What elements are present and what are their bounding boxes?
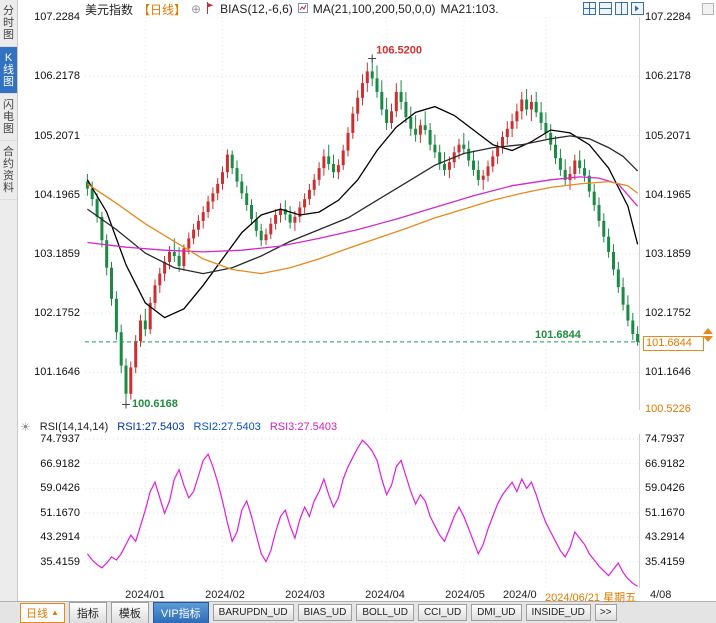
main-candlestick-chart[interactable]: 106.5200 100.6168 101.6844 xyxy=(85,17,640,410)
tab-BIAS_UD[interactable]: BIAS_UD xyxy=(297,604,353,621)
rsi-yaxis-label-right: 59.0426 xyxy=(645,482,685,495)
xaxis-label: 2024/03 xyxy=(285,589,325,601)
ma21-value-label: MA21:103. xyxy=(440,2,499,16)
main-yaxis-label-right: 103.1859 xyxy=(645,247,691,260)
tab-模板[interactable]: 模板 xyxy=(110,601,149,623)
chevron-up-icon: ▲ xyxy=(51,608,59,617)
main-yaxis-label-left: 105.2071 xyxy=(34,129,80,142)
main-yaxis-label-left: 107.2284 xyxy=(34,11,80,23)
rsi-title: RSI(14,14,14) xyxy=(39,420,109,433)
main-yaxis-label-right: 105.2071 xyxy=(645,129,691,142)
layout-columns-icon[interactable] xyxy=(615,2,628,15)
price-scale-handle[interactable] xyxy=(703,328,713,342)
chart-toolbar: 美元指数 【日线】 ⊕ BIAS(12,-6,6) MA(21,100,200,50… xyxy=(85,1,499,17)
sidebar-item-合约资料[interactable]: 合约资料 xyxy=(0,141,17,200)
tab-BOLL_UD[interactable]: BOLL_UD xyxy=(356,604,414,621)
xaxis-label: 2024/02 xyxy=(205,589,245,601)
layout-rows-icon[interactable] xyxy=(599,2,612,15)
current-price-badge: 101.6844 xyxy=(643,336,704,351)
main-yaxis-label-right: 104.1965 xyxy=(645,188,691,201)
tab-DMI_UD[interactable]: DMI_UD xyxy=(471,604,522,621)
main-yaxis-label-right: 101.1646 xyxy=(645,366,691,379)
main-yaxis-label-left: 104.1965 xyxy=(34,188,80,201)
tab-CCI_UD[interactable]: CCI_UD xyxy=(417,604,468,621)
svg-text:100.6168: 100.6168 xyxy=(132,398,178,410)
rsi-yaxis-label-right: 66.9182 xyxy=(645,457,685,470)
rsi3-readout: RSI3:27.5403 xyxy=(269,420,338,433)
add-indicator-icon[interactable]: ⊕ xyxy=(191,2,202,16)
rsi-yaxis-label-left: 66.9182 xyxy=(40,457,80,470)
flag-icon xyxy=(206,1,215,17)
corner-settings-icon[interactable] xyxy=(702,3,714,15)
rsi-yaxis-label-left: 74.7937 xyxy=(40,433,80,446)
layout-grid-icon[interactable] xyxy=(583,2,596,15)
rsi-yaxis-label-left: 59.0426 xyxy=(40,482,80,495)
sidebar-item-分时图[interactable]: 分时图 xyxy=(0,0,17,47)
rsi-yaxis-label-left: 51.1670 xyxy=(40,506,80,519)
tab-VIP指标[interactable]: VIP指标 xyxy=(152,601,209,623)
rsi-panel-header: ☀ RSI(14,14,14) RSI1:27.5403 RSI2:27.540… xyxy=(20,419,338,434)
sidebar-item-闪电图[interactable]: 闪电图 xyxy=(0,94,17,141)
svg-text:106.5200: 106.5200 xyxy=(376,45,422,57)
layout-expand-icon[interactable] xyxy=(631,2,644,15)
period-label: 日线 xyxy=(26,607,48,620)
tab-指标[interactable]: 指标 xyxy=(68,601,107,623)
rsi-yaxis-label-left: 35.4159 xyxy=(40,555,80,568)
rsi1-readout: RSI1:27.5403 xyxy=(117,420,185,433)
layout-icon-group xyxy=(583,2,644,15)
period-selector[interactable]: 日线 ▲ xyxy=(20,602,65,623)
svg-text:101.6844: 101.6844 xyxy=(535,329,582,341)
triangle-down-icon xyxy=(703,336,713,342)
rsi-yaxis-label-right: 35.4159 xyxy=(645,555,685,568)
main-yaxis-label-left: 106.2178 xyxy=(34,70,80,83)
main-yaxis-label-right: 102.1752 xyxy=(645,307,691,320)
xaxis-label: 2024/01 xyxy=(125,589,165,601)
bias-indicator-label: BIAS(12,-6,6) xyxy=(220,2,293,16)
tab-INSIDE_UD[interactable]: INSIDE_UD xyxy=(525,604,591,621)
tab-BARUPDN_UD[interactable]: BARUPDN_UD xyxy=(212,604,294,621)
main-yaxis-label-left: 103.1859 xyxy=(34,247,80,260)
rsi-yaxis-label-right: 43.2914 xyxy=(645,531,685,544)
main-yaxis-label-left: 101.1646 xyxy=(34,366,80,379)
rsi-settings-icon[interactable]: ☀ xyxy=(20,419,31,434)
main-yaxis-label-right: 106.2178 xyxy=(645,70,691,83)
bottom-tab-bar: 日线 ▲ 指标 模板 VIP指标 BARUPDN_UD BIAS_UD BOLL_UD CC… xyxy=(0,601,716,623)
triangle-up-icon xyxy=(703,328,713,334)
xaxis-label: 2024/0 xyxy=(503,589,537,601)
rsi-yaxis-label-right: 51.1670 xyxy=(645,506,685,519)
rsi-yaxis-label-left: 43.2914 xyxy=(40,531,80,544)
rsi-yaxis-label-right: 74.7937 xyxy=(645,433,685,446)
xaxis-label: 2024/06/21 星期五 xyxy=(545,592,637,604)
main-yaxis-label-left: 102.1752 xyxy=(34,307,80,320)
chart-icon xyxy=(297,2,308,16)
main-yaxis-label-right: 107.2284 xyxy=(645,11,691,23)
xaxis-label: 2024/04 xyxy=(365,589,405,601)
axis-min-price-label: 100.5226 xyxy=(645,403,691,415)
rsi2-readout: RSI2:27.5403 xyxy=(193,420,261,433)
symbol-title: 美元指数 xyxy=(85,2,134,17)
rsi-line-chart[interactable] xyxy=(85,434,640,588)
xaxis-label: 4/08 xyxy=(650,589,672,601)
xaxis-label: 2024/05 xyxy=(445,589,485,601)
more-tabs-button[interactable]: >> xyxy=(594,604,617,621)
ma-indicator-label: MA(21,100,200,50,0,0) xyxy=(312,2,436,16)
period-tag: 【日线】 xyxy=(138,2,187,17)
